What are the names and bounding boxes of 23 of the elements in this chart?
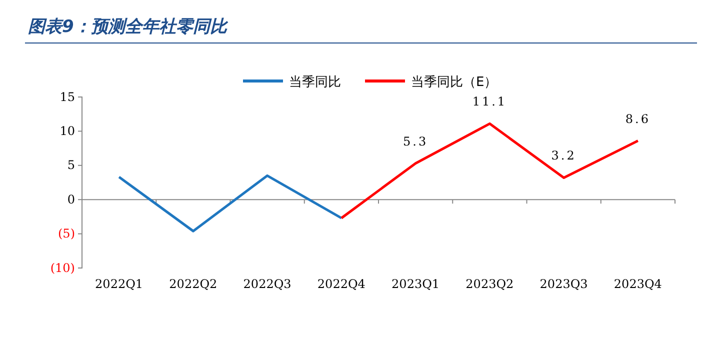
x-tick-label: 2023Q3: [540, 277, 588, 291]
y-tick-label: (5): [58, 226, 75, 241]
line-series: [118, 174, 343, 232]
y-tick-label: 10: [60, 124, 75, 138]
y-tick-label: 5: [67, 158, 75, 172]
legend-label: 当季同比（E）: [411, 75, 498, 90]
line-series: [340, 122, 640, 220]
x-tick-label: 2023Q2: [466, 277, 514, 291]
y-tick-label: (10): [50, 260, 75, 275]
x-tick-label: 2023Q1: [392, 277, 440, 291]
y-tick-label: 0: [67, 192, 75, 206]
y-tick-label: 15: [60, 90, 75, 104]
x-tick-label: 2022Q1: [95, 277, 144, 291]
x-tick-label: 2022Q3: [243, 277, 292, 291]
data-label: 5.3: [403, 134, 428, 148]
data-label: 8.6: [625, 112, 650, 126]
chart-title: 图表9：预测全年社零同比: [28, 17, 229, 37]
data-label: 11.1: [472, 94, 508, 109]
x-tick-label: 2022Q2: [169, 277, 218, 291]
legend-label: 当季同比: [289, 75, 341, 90]
x-tick-label: 2023Q4: [614, 277, 662, 291]
x-tick-label: 2022Q4: [317, 277, 366, 291]
data-label: 3.2: [551, 148, 576, 163]
